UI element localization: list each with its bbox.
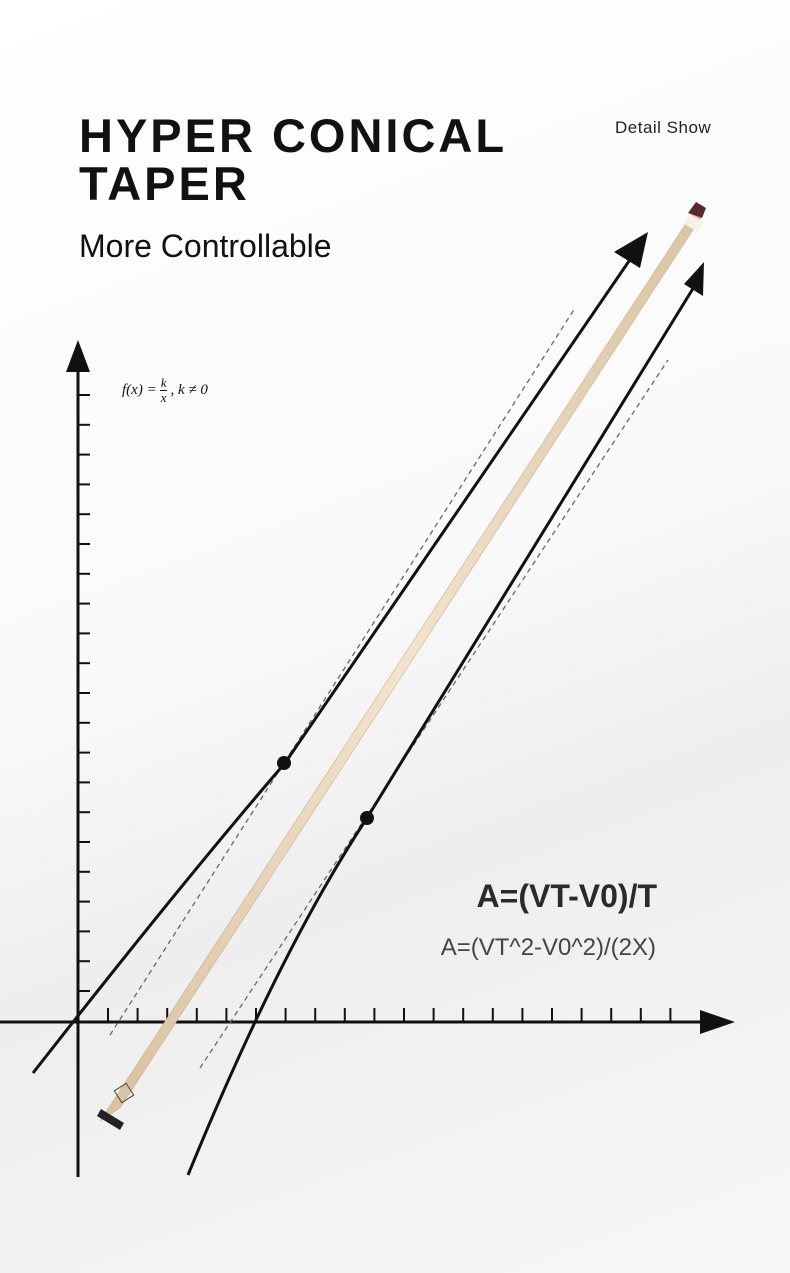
dashed-guide [199, 359, 669, 1069]
curve-left [31, 244, 642, 1074]
dashed-guide [109, 307, 576, 1036]
cue-ferrule [684, 214, 703, 232]
cue-shaft [99, 207, 705, 1122]
curve-right [186, 281, 699, 1176]
denominator: x [160, 390, 167, 405]
equation: A=(VT-V0)/T [476, 878, 657, 914]
cue-tip [688, 202, 706, 218]
arrow-head [684, 262, 704, 296]
formula-lhs: f(x) = [122, 382, 157, 398]
cue-logo [113, 1082, 135, 1104]
axis-ticks [78, 394, 672, 1022]
y-arrow [66, 340, 90, 372]
title-line: HYPER CONICAL [79, 109, 508, 162]
title: HYPER CONICAL TAPER [79, 112, 507, 208]
point [277, 756, 291, 770]
point [360, 811, 374, 825]
subtitle: More Controllable [79, 228, 332, 264]
cue-joint [97, 1109, 124, 1130]
arrow-head [614, 232, 648, 268]
formula-rest: , k ≠ 0 [170, 382, 208, 398]
tag: Detail Show [615, 118, 712, 137]
title-line: TAPER [79, 157, 250, 210]
x-arrow [700, 1010, 735, 1034]
numerator: k [159, 375, 168, 391]
equation: A=(VT^2-V0^2)/(2X) [440, 934, 656, 961]
